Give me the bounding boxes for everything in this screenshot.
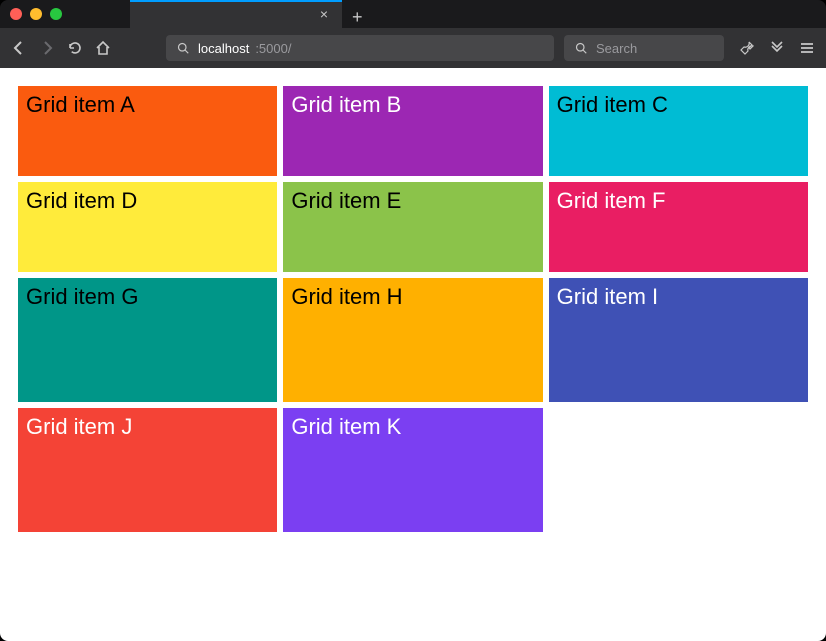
grid-item: Grid item C [549, 86, 808, 176]
toolbar-right [738, 39, 816, 57]
grid-item: Grid item A [18, 86, 277, 176]
grid-item: Grid item I [549, 278, 808, 402]
grid-item: Grid item B [283, 86, 542, 176]
reload-button[interactable] [66, 39, 84, 57]
home-button[interactable] [94, 39, 112, 57]
overflow-button[interactable] [768, 39, 786, 57]
grid-item: Grid item D [18, 182, 277, 272]
forward-button[interactable] [38, 39, 56, 57]
grid-item: Grid item H [283, 278, 542, 402]
browser-tab[interactable]: × [130, 0, 342, 28]
url-host: localhost [198, 41, 249, 56]
search-bar[interactable]: Search [564, 35, 724, 61]
back-button[interactable] [10, 39, 28, 57]
grid-item: Grid item K [283, 408, 542, 532]
grid-item: Grid item G [18, 278, 277, 402]
minimize-window-button[interactable] [30, 8, 42, 20]
grid-item: Grid item J [18, 408, 277, 532]
url-bar[interactable]: localhost :5000/ [166, 35, 554, 61]
new-tab-button[interactable]: + [352, 7, 363, 28]
grid-item: Grid item E [283, 182, 542, 272]
search-icon [174, 39, 192, 57]
close-tab-button[interactable]: × [316, 5, 332, 23]
traffic-lights [10, 8, 62, 20]
search-icon [572, 39, 590, 57]
tab-accent [130, 0, 342, 2]
url-rest: :5000/ [255, 41, 291, 56]
maximize-window-button[interactable] [50, 8, 62, 20]
tabstrip: × + [130, 0, 826, 28]
search-placeholder: Search [596, 41, 637, 56]
hamburger-menu-button[interactable] [798, 39, 816, 57]
browser-window: × + localhost:5000/ Sea [0, 0, 826, 641]
grid-item: Grid item F [549, 182, 808, 272]
toolbar: localhost :5000/ Search [0, 28, 826, 68]
grid-container: Grid item AGrid item BGrid item CGrid it… [18, 86, 808, 532]
devtools-button[interactable] [738, 39, 756, 57]
close-window-button[interactable] [10, 8, 22, 20]
titlebar: × + [0, 0, 826, 28]
page-viewport: Grid item AGrid item BGrid item CGrid it… [0, 68, 826, 641]
